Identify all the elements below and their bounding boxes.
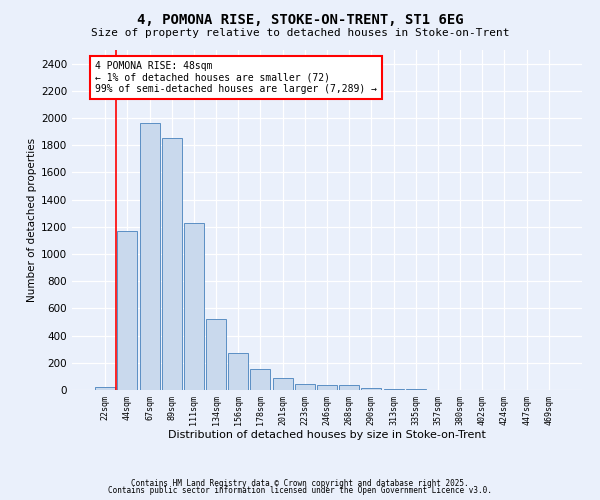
Bar bbox=[228, 352, 248, 390]
Bar bbox=[339, 384, 359, 390]
Bar bbox=[95, 386, 115, 390]
Text: Contains public sector information licensed under the Open Government Licence v3: Contains public sector information licen… bbox=[108, 486, 492, 495]
Text: Contains HM Land Registry data © Crown copyright and database right 2025.: Contains HM Land Registry data © Crown c… bbox=[131, 478, 469, 488]
Bar bbox=[140, 124, 160, 390]
Text: 4, POMONA RISE, STOKE-ON-TRENT, ST1 6EG: 4, POMONA RISE, STOKE-ON-TRENT, ST1 6EG bbox=[137, 12, 463, 26]
Bar bbox=[184, 222, 204, 390]
Bar bbox=[206, 320, 226, 390]
Bar bbox=[272, 378, 293, 390]
Bar bbox=[162, 138, 182, 390]
Bar bbox=[250, 369, 271, 390]
Bar bbox=[118, 231, 137, 390]
Bar bbox=[295, 384, 315, 390]
Bar bbox=[361, 388, 382, 390]
Text: Size of property relative to detached houses in Stoke-on-Trent: Size of property relative to detached ho… bbox=[91, 28, 509, 38]
Text: 4 POMONA RISE: 48sqm
← 1% of detached houses are smaller (72)
99% of semi-detach: 4 POMONA RISE: 48sqm ← 1% of detached ho… bbox=[95, 61, 377, 94]
Bar bbox=[383, 389, 404, 390]
Bar bbox=[317, 384, 337, 390]
X-axis label: Distribution of detached houses by size in Stoke-on-Trent: Distribution of detached houses by size … bbox=[168, 430, 486, 440]
Y-axis label: Number of detached properties: Number of detached properties bbox=[27, 138, 37, 302]
